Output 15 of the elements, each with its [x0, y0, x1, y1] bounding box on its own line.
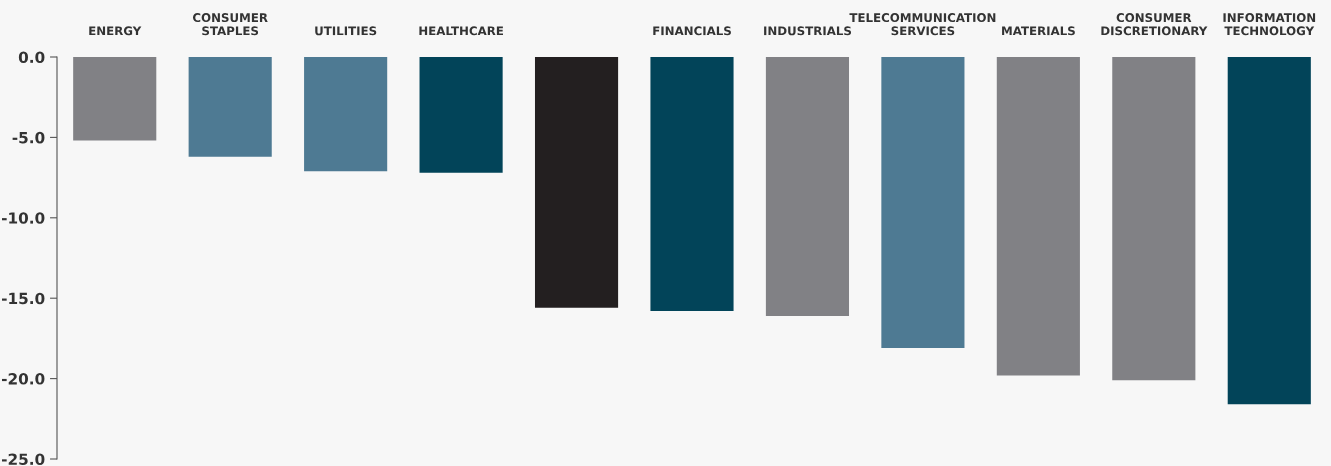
x-tick-label: ENERGY — [89, 26, 142, 36]
x-tick-label: INDUSTRIALS — [764, 26, 852, 36]
x-tick-label: UTILITIES — [315, 26, 377, 36]
x-tick-label: CONSUMER STAPLES — [192, 13, 268, 36]
y-tick-label: -20.0 — [1, 373, 45, 385]
x-tick-label: HEALTHCARE — [419, 26, 503, 36]
x-tick-label: CONSUMER DISCRETIONARY — [1101, 13, 1208, 36]
y-tick-label: -5.0 — [12, 131, 45, 144]
y-tick-label: 0.0 — [18, 51, 45, 64]
x-tick-label: INFORMATION TECHNOLOGY — [1223, 13, 1316, 36]
x-tick-label: MATERIALS — [1002, 26, 1075, 36]
y-tick-label: -10.0 — [1, 212, 45, 224]
x-tick-label: FINANCIALS — [653, 26, 731, 36]
y-tick-label: -15.0 — [1, 292, 45, 305]
y-tick-label: -25.0 — [1, 453, 45, 466]
